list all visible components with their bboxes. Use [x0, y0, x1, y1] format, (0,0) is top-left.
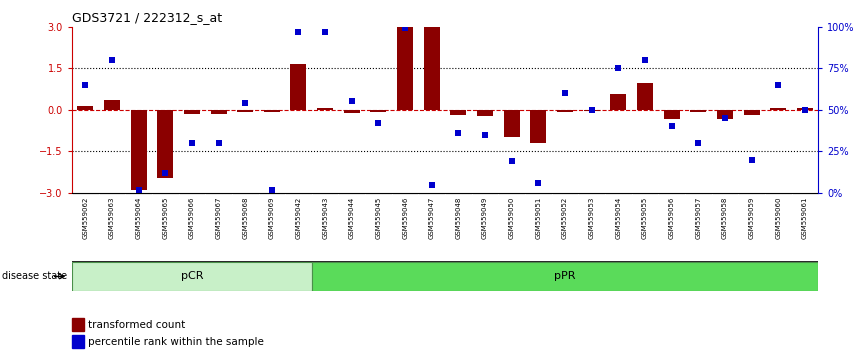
Bar	[344, 110, 359, 113]
Text: GSM559069: GSM559069	[268, 196, 275, 239]
Bar	[450, 110, 467, 115]
Text: transformed count: transformed count	[88, 320, 185, 330]
Bar	[290, 64, 307, 110]
Bar	[158, 110, 173, 178]
Text: GSM559058: GSM559058	[722, 196, 728, 239]
Text: GSM559055: GSM559055	[642, 196, 648, 239]
Text: GSM559062: GSM559062	[82, 196, 88, 239]
Bar	[72, 335, 84, 348]
Point	[398, 25, 412, 31]
Bar	[771, 108, 786, 110]
Bar	[717, 110, 733, 119]
Text: GSM559047: GSM559047	[429, 196, 435, 239]
Point	[265, 187, 279, 193]
Text: GSM559049: GSM559049	[482, 196, 488, 239]
Bar	[317, 108, 333, 110]
Bar	[637, 84, 653, 110]
Point	[745, 157, 759, 162]
Text: GSM559065: GSM559065	[162, 196, 168, 239]
Point	[425, 182, 439, 188]
Point	[798, 107, 812, 113]
Bar	[237, 110, 253, 112]
Bar	[77, 105, 94, 110]
Point	[665, 124, 679, 129]
Text: pPR: pPR	[554, 272, 576, 281]
Point	[691, 140, 705, 146]
Text: GSM559046: GSM559046	[402, 196, 408, 239]
Text: GSM559068: GSM559068	[242, 196, 249, 239]
Point	[532, 180, 546, 186]
Point	[611, 65, 625, 71]
Bar	[557, 110, 573, 112]
Bar	[531, 110, 546, 143]
Bar	[690, 110, 707, 112]
Point	[292, 29, 306, 34]
Bar	[611, 95, 626, 110]
Point	[451, 130, 465, 136]
Bar	[104, 100, 120, 110]
Bar	[423, 27, 440, 110]
Bar	[312, 262, 818, 291]
Bar	[797, 108, 813, 110]
Text: GSM559063: GSM559063	[109, 196, 115, 239]
Point	[478, 132, 492, 138]
Point	[372, 120, 385, 126]
Bar	[504, 110, 520, 137]
Text: GDS3721 / 222312_s_at: GDS3721 / 222312_s_at	[72, 11, 222, 24]
Text: GSM559056: GSM559056	[669, 196, 675, 239]
Text: GSM559060: GSM559060	[775, 196, 781, 239]
Text: GSM559050: GSM559050	[509, 196, 514, 239]
Bar	[72, 318, 84, 331]
Point	[211, 140, 225, 146]
Point	[132, 187, 145, 193]
Text: GSM559048: GSM559048	[456, 196, 462, 239]
Text: pCR: pCR	[181, 272, 204, 281]
Text: GSM559059: GSM559059	[749, 196, 754, 239]
Bar	[371, 110, 386, 112]
Text: GSM559044: GSM559044	[349, 196, 355, 239]
Bar	[663, 110, 680, 119]
Bar	[477, 110, 493, 116]
Bar	[264, 110, 280, 112]
Bar	[744, 110, 759, 115]
Point	[345, 98, 359, 104]
Bar	[184, 110, 200, 114]
Point	[772, 82, 785, 88]
Point	[238, 100, 252, 106]
Text: GSM559054: GSM559054	[616, 196, 622, 239]
Text: GSM559053: GSM559053	[589, 196, 595, 239]
Point	[505, 159, 519, 164]
Text: percentile rank within the sample: percentile rank within the sample	[88, 337, 264, 347]
Point	[318, 29, 332, 34]
Text: GSM559067: GSM559067	[216, 196, 222, 239]
Text: GSM559066: GSM559066	[189, 196, 195, 239]
Text: GSM559064: GSM559064	[136, 196, 141, 239]
Text: GSM559042: GSM559042	[295, 196, 301, 239]
Point	[158, 170, 172, 176]
Bar	[397, 27, 413, 110]
Point	[718, 115, 732, 121]
Text: GSM559061: GSM559061	[802, 196, 808, 239]
Point	[78, 82, 92, 88]
Text: GSM559052: GSM559052	[562, 196, 568, 239]
Text: GSM559051: GSM559051	[535, 196, 541, 239]
Bar	[210, 110, 227, 114]
Bar	[584, 110, 600, 111]
Point	[585, 107, 598, 113]
Text: GSM559043: GSM559043	[322, 196, 328, 239]
Point	[185, 140, 199, 146]
Bar	[131, 110, 146, 190]
Point	[638, 57, 652, 63]
Text: GSM559057: GSM559057	[695, 196, 701, 239]
Bar	[72, 262, 312, 291]
Point	[559, 90, 572, 96]
Point	[105, 57, 119, 63]
Text: GSM559045: GSM559045	[376, 196, 381, 239]
Text: disease state: disease state	[2, 272, 67, 281]
